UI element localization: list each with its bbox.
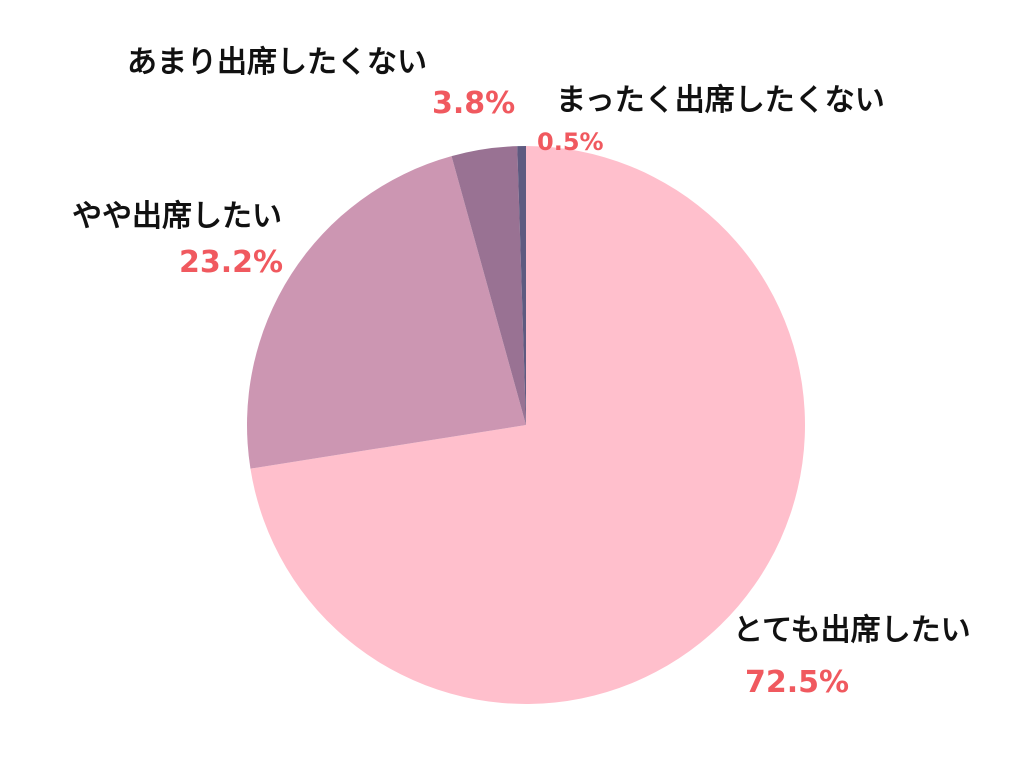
slice-value-not-at-all-want: 0.5% (537, 128, 604, 156)
slice-value-somewhat-want: 23.2% (179, 245, 283, 280)
slice-label-somewhat-want: やや出席したい (72, 199, 282, 234)
slice-not-really-want (451, 146, 526, 425)
slice-label-very-want: とても出席したい (733, 613, 971, 648)
slice-value-very-want: 72.5% (745, 665, 849, 700)
slice-very-want (250, 146, 806, 704)
slice-label-not-really-want: あまり出席したくない (127, 45, 427, 80)
slice-label-not-at-all-want: まったく出席したくない (556, 83, 885, 118)
slice-somewhat-want (247, 156, 526, 469)
pie-slices (247, 146, 806, 704)
slice-not-at-all-want (517, 146, 526, 425)
slice-value-not-really-want: 3.8% (432, 86, 515, 121)
